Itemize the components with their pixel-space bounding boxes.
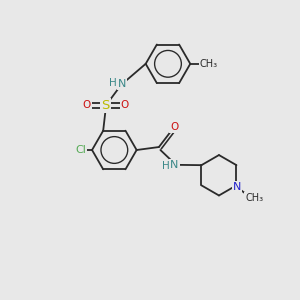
- Text: N: N: [233, 182, 241, 192]
- Text: Cl: Cl: [75, 145, 86, 155]
- Text: H: H: [109, 77, 117, 88]
- Text: S: S: [101, 99, 110, 112]
- Text: O: O: [82, 100, 90, 110]
- Text: N: N: [118, 79, 126, 89]
- Text: O: O: [170, 122, 178, 132]
- Text: CH₃: CH₃: [245, 193, 263, 203]
- Text: O: O: [121, 100, 129, 110]
- Text: CH₃: CH₃: [200, 59, 218, 69]
- Text: H: H: [162, 161, 170, 171]
- Text: N: N: [170, 160, 178, 170]
